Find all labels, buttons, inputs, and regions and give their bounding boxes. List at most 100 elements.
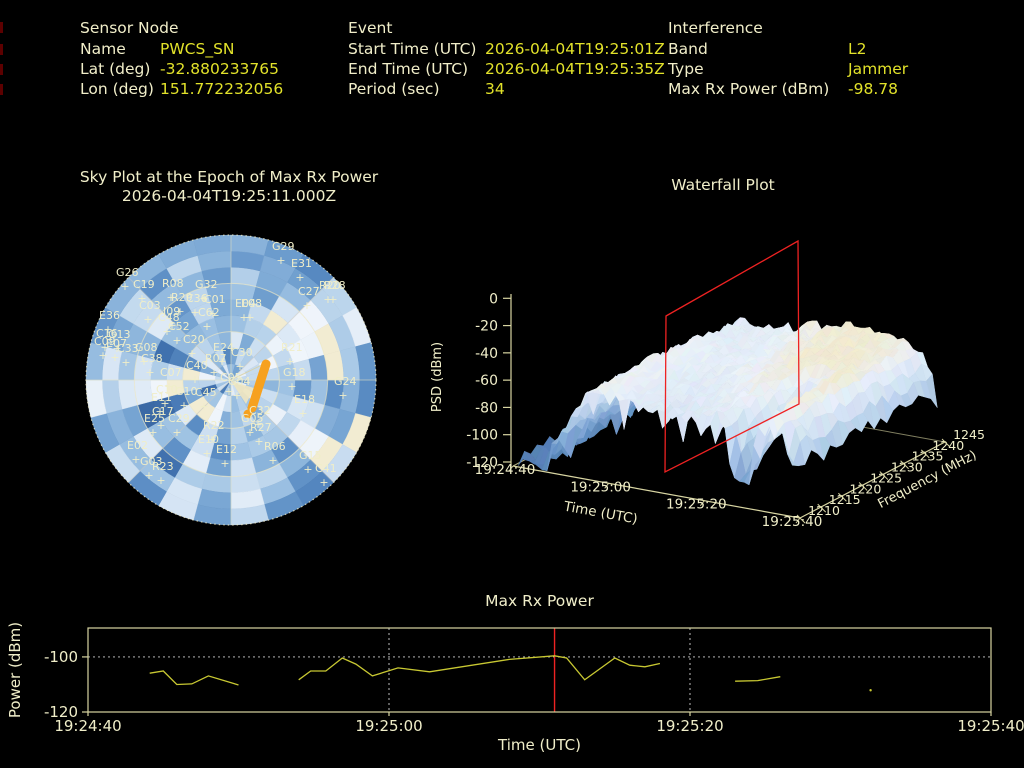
time-tick [795, 517, 801, 524]
field-value: Jammer [848, 60, 909, 78]
power-chart-title: Max Rx Power [485, 592, 594, 610]
psd-tick-label: -80 [475, 400, 498, 416]
chart-frame [87, 627, 992, 713]
satellite-label: C40 [186, 359, 208, 372]
satellite-label: C03 [139, 299, 161, 312]
satellite-marker: + [323, 293, 332, 306]
max-rx-power-chart: Max Rx Power 19:24:40 19:25:00 19:25:20 19:2… [6, 592, 1024, 754]
satellite-marker: + [208, 307, 217, 320]
satellite-marker: + [162, 325, 171, 338]
satellite-marker: + [245, 311, 254, 324]
satellite-label: C09 [94, 335, 116, 348]
satellite-marker: + [199, 400, 208, 413]
satellite-marker: + [143, 313, 152, 326]
satellite-marker: + [303, 463, 312, 476]
satellite-label: G03 [140, 455, 163, 468]
satellite-label: E36 [99, 309, 120, 322]
waterfall-plot: Waterfall Plot 0 -20 -40 -60 -80 -100 -120 PSD (… [430, 176, 985, 530]
satellite-label: R06 [264, 440, 286, 453]
satellite-marker: + [285, 355, 294, 368]
satellite-label: R28 [324, 279, 346, 292]
beam-arrow [231, 381, 254, 404]
satellite-marker: + [199, 292, 208, 305]
event-panel: Event Start Time (UTC) 2026-04-04T19:25:0… [348, 0, 678, 105]
satellite-label: R21 [281, 341, 303, 354]
y-tick-label: -100 [44, 648, 78, 666]
freq-tick [817, 503, 827, 513]
satellite-labels: +G29+E31+G26+C19+R08+G32+R20+R28+C27+R29… [94, 240, 357, 489]
psd-tick-label: 0 [489, 291, 498, 307]
satellite-label: E11 [151, 391, 172, 404]
interference-beam [247, 359, 271, 413]
satellite-label: G13 [108, 328, 131, 341]
satellite-label: C19 [133, 278, 155, 291]
satellite-marker: + [235, 360, 244, 373]
time-tick [699, 500, 705, 506]
satellite-label: G18 [283, 366, 306, 379]
time-tick-label: 19:25:40 [762, 514, 823, 530]
satellite-marker: + [202, 320, 211, 333]
satellite-marker: + [190, 306, 199, 319]
satellite-label: C45 [195, 386, 217, 399]
satellite-marker: + [172, 334, 181, 347]
satellite-label: C10 [156, 383, 178, 396]
satellite-label: C38 [141, 352, 163, 365]
panel-title: Sensor Node [80, 19, 179, 37]
waterfall-surface [517, 317, 938, 486]
field-value: PWCS_SN [160, 40, 235, 58]
satellite-label: R23 [152, 460, 174, 473]
field-value: -98.78 [848, 80, 898, 98]
satellite-label: G05 [241, 412, 264, 425]
psd-tick-label: -120 [466, 455, 498, 471]
x-tick-label: 19:24:40 [54, 717, 121, 735]
panel-title: Event [348, 19, 393, 37]
time-tick [604, 483, 610, 489]
satellite-marker: + [160, 397, 169, 410]
psd-tick-label: -60 [475, 373, 498, 389]
field-value: -32.880233765 [160, 60, 279, 78]
satellite-marker: + [164, 380, 173, 393]
satellite-marker: + [209, 366, 218, 379]
satellite-label: C32 [249, 404, 271, 417]
satellite-marker: + [155, 405, 164, 418]
satellite-marker: + [253, 418, 262, 431]
satellite-marker: + [167, 319, 176, 332]
x-tick-label: 19:25:40 [957, 717, 1024, 735]
freq-tick [838, 492, 847, 502]
satellite-label: E12 [216, 443, 237, 456]
power-series-segment [298, 655, 661, 681]
satellite-marker: + [144, 469, 153, 482]
satellite-marker: + [287, 380, 296, 393]
satellite-marker: + [224, 385, 233, 398]
beam-tether-line [230, 362, 267, 381]
field-value: L2 [848, 40, 867, 58]
satellite-marker: + [172, 426, 181, 439]
satellite-label: R07 [205, 352, 227, 365]
satellite-marker: + [110, 351, 119, 364]
satellite-marker: + [103, 323, 112, 336]
satellite-label: E25 [144, 412, 165, 425]
satellite-label: C17 [152, 405, 174, 418]
satellite-label: C20 [183, 333, 205, 346]
freq-tick [900, 460, 909, 470]
field-label: Lat (deg) [80, 60, 151, 78]
field-label: Name [80, 40, 126, 58]
beam-endpoint-dot [243, 409, 253, 419]
power-series-segment [149, 670, 239, 686]
satellite-label: C29 [168, 412, 190, 425]
time-tick-label: 19:24:40 [475, 462, 536, 478]
freq-tick [941, 438, 951, 448]
edge-artifact [0, 64, 3, 75]
field-label: Type [668, 60, 704, 78]
satellite-marker: + [131, 453, 140, 466]
satellite-marker: + [166, 291, 175, 304]
satellite-label: C16 [96, 327, 118, 340]
satellite-label: E02 [127, 439, 148, 452]
max-power-slice-plane [664, 239, 800, 474]
power-series-point [869, 689, 872, 692]
satellite-label: G08 [135, 341, 158, 354]
satellite-label: E24 [213, 341, 234, 354]
satellite-marker: + [220, 457, 229, 470]
interference-panel: Interference Band L2 Type Jammer Max Rx Po… [668, 0, 1024, 105]
